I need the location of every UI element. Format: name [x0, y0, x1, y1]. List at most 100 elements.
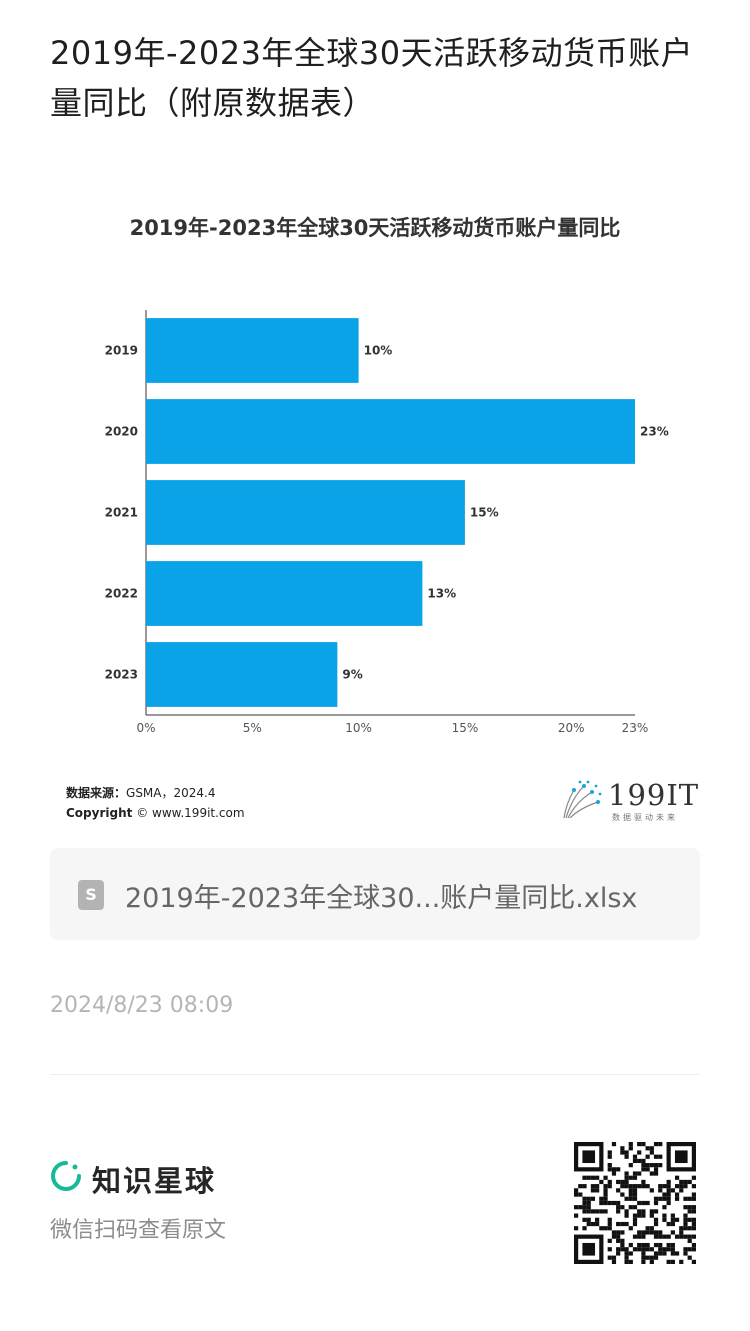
- qr-module: [691, 1209, 696, 1214]
- qr-module: [683, 1184, 688, 1189]
- qr-module: [603, 1175, 608, 1180]
- qr-module: [683, 1179, 688, 1185]
- qr-module: [595, 1209, 600, 1214]
- qr-module: [683, 1205, 688, 1210]
- data-label-2021: 15%: [470, 506, 499, 520]
- qr-module: [582, 1205, 587, 1210]
- qr-module: [595, 1184, 600, 1189]
- qr-module: [662, 1247, 667, 1252]
- qr-module: [611, 1171, 617, 1176]
- qr-module: [620, 1150, 625, 1155]
- qr-module: [691, 1234, 696, 1239]
- bar-2020: [146, 399, 635, 464]
- qr-module: [649, 1163, 654, 1168]
- qr-module: [649, 1188, 654, 1193]
- qr-module: [691, 1259, 696, 1264]
- qr-module: [620, 1242, 625, 1248]
- qr-module: [632, 1196, 638, 1201]
- y-tick-label-2020: 2020: [105, 425, 138, 439]
- qr-module: [599, 1226, 604, 1231]
- file-name[interactable]: 2019年-2023年全球30...账户量同比.xlsx: [125, 883, 638, 914]
- qr-module: [616, 1179, 621, 1185]
- qr-module: [687, 1205, 692, 1210]
- data-label-2022: 13%: [427, 587, 456, 601]
- qr-module: [624, 1154, 629, 1159]
- qr-module: [645, 1184, 650, 1189]
- qr-module: [641, 1158, 646, 1164]
- divider: [50, 1074, 700, 1075]
- qr-module: [670, 1213, 675, 1218]
- qr-module: [603, 1209, 608, 1214]
- qr-module: [607, 1150, 612, 1155]
- qr-module: [620, 1205, 625, 1210]
- qr-module: [637, 1184, 642, 1189]
- qr-module: [607, 1163, 612, 1168]
- qr-module: [653, 1230, 659, 1235]
- dandelion-logo-icon: [563, 780, 602, 819]
- qr-module: [624, 1209, 629, 1214]
- qr-module: [578, 1192, 583, 1197]
- qr-module: [641, 1259, 646, 1264]
- qr-module: [641, 1247, 646, 1252]
- qr-module: [666, 1192, 671, 1197]
- qr-module: [662, 1192, 667, 1197]
- timestamp: 2024/8/23 08:09: [50, 993, 234, 1018]
- qr-module: [607, 1255, 612, 1260]
- qr-module: [679, 1234, 684, 1239]
- data-label-2020: 23%: [640, 425, 669, 439]
- qr-module: [624, 1221, 629, 1227]
- qr-module: [641, 1251, 646, 1256]
- qr-module: [603, 1188, 608, 1193]
- qr-module: [628, 1184, 633, 1189]
- qr-module: [632, 1213, 638, 1218]
- x-tick-label-4: 20%: [558, 721, 585, 735]
- qr-module: [607, 1217, 612, 1222]
- copyright-value: © www.199it.com: [136, 806, 245, 820]
- qr-module: [649, 1226, 654, 1231]
- qr-module: [653, 1171, 659, 1176]
- qr-module: [653, 1196, 659, 1201]
- qr-module: [637, 1200, 642, 1206]
- qr-finder-core: [674, 1150, 688, 1164]
- qr-module: [632, 1184, 638, 1189]
- qr-module: [658, 1188, 663, 1193]
- qr-module: [670, 1242, 675, 1248]
- qr-module: [691, 1226, 696, 1231]
- qr-module: [624, 1171, 629, 1176]
- data-label-2019: 10%: [364, 344, 393, 358]
- qr-module: [653, 1142, 659, 1147]
- qr-module: [611, 1167, 617, 1172]
- qr-module: [670, 1251, 675, 1256]
- qr-module: [628, 1205, 633, 1210]
- qr-module: [607, 1154, 612, 1159]
- qr-module: [595, 1217, 600, 1222]
- file-attachment[interactable]: 2019年-2023年全球30...账户量同比.xlsx: [50, 848, 700, 940]
- qr-module: [632, 1188, 638, 1193]
- qr-module: [687, 1247, 692, 1252]
- qr-module: [653, 1200, 659, 1206]
- qr-module: [649, 1171, 654, 1176]
- qr-module: [620, 1221, 625, 1227]
- qr-module: [637, 1171, 642, 1176]
- qr-module: [683, 1251, 688, 1256]
- qr-module: [632, 1247, 638, 1252]
- qr-module: [666, 1247, 671, 1252]
- qr-module: [607, 1200, 612, 1206]
- qr-module: [620, 1192, 625, 1197]
- qr-module: [574, 1188, 579, 1193]
- qr-module: [624, 1196, 629, 1201]
- qr-module: [658, 1154, 663, 1159]
- qr-module: [679, 1230, 684, 1235]
- qr-module: [691, 1196, 696, 1201]
- qr-module: [637, 1150, 642, 1155]
- qr-code-icon[interactable]: [574, 1142, 696, 1264]
- qr-module: [679, 1188, 684, 1193]
- qr-module: [653, 1255, 659, 1260]
- qr-module: [603, 1200, 608, 1206]
- qr-module: [649, 1255, 654, 1260]
- qr-module: [590, 1184, 596, 1189]
- qr-module: [620, 1230, 625, 1235]
- qr-module: [624, 1175, 629, 1180]
- spreadsheet-file-icon: [78, 880, 104, 910]
- qr-module: [674, 1184, 680, 1189]
